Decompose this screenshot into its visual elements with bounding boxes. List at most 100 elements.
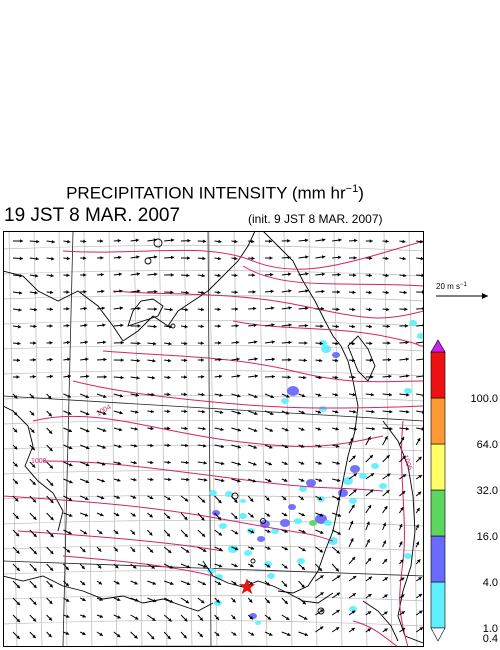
wind-arrow-head: [32, 374, 36, 379]
wind-arrow-head: [267, 529, 271, 533]
precip-cell: [306, 479, 316, 487]
wind-arrow-head: [101, 289, 105, 294]
wind-arrow-head: [85, 357, 89, 362]
wind-arrow-head: [149, 495, 154, 500]
wind-arrow-head: [351, 341, 355, 346]
wind-arrow-head: [352, 375, 356, 380]
wind-arrow-head: [101, 479, 105, 483]
wind-arrow-head: [118, 427, 123, 432]
wind-arrow-head: [85, 428, 90, 433]
isobar: [352, 620, 399, 647]
wind-arrow-head: [166, 533, 171, 537]
wind-arrow-head: [234, 256, 238, 261]
wind-arrow-head: [47, 395, 52, 399]
title-close: ): [358, 183, 364, 203]
wind-arrow-head: [369, 341, 373, 346]
wind-arrow-head: [30, 394, 35, 399]
coastline: [3, 405, 64, 532]
wind-arrow-head: [300, 444, 305, 448]
wind-arrow-head: [187, 238, 191, 243]
wind-arrow-head: [321, 272, 325, 276]
wind-arrow-head: [321, 307, 325, 311]
precip-cell: [332, 352, 340, 358]
isobar: [112, 290, 424, 319]
wind-arrow-head: [320, 324, 324, 328]
wind-arrow-head: [100, 513, 104, 517]
wind-arrow-head: [215, 616, 219, 620]
wind-arrow-head: [367, 628, 371, 632]
wind-arrow-head: [271, 340, 275, 344]
coastline: [362, 600, 399, 642]
wind-arrow-head: [48, 412, 52, 417]
wind-arrow-head: [288, 340, 292, 345]
wind-arrow-head: [234, 531, 239, 535]
wind-arrow-head: [83, 289, 87, 294]
isobar: [62, 555, 214, 577]
wind-arrow-head: [114, 564, 119, 569]
wind-arrow-head: [371, 426, 376, 431]
precip-cell: [287, 386, 299, 396]
wind-arrow-head: [16, 375, 20, 379]
wind-arrow-head: [253, 306, 257, 311]
wind-arrow-head: [67, 357, 71, 362]
wind-arrow-head: [283, 512, 288, 517]
wind-arrow-head: [232, 599, 236, 603]
wind-arrow-head: [400, 594, 405, 598]
wind-arrow-head: [170, 273, 174, 277]
precip-cell: [409, 320, 417, 326]
wind-arrow-head: [135, 238, 139, 243]
wind-arrow-head: [218, 532, 222, 536]
wind-arrow-head: [283, 478, 288, 482]
wind-arrow-head: [81, 581, 86, 586]
wind-arrow-head: [67, 374, 71, 379]
wind-arrow-head: [167, 635, 171, 640]
wind-arrow-head: [154, 307, 158, 311]
wind-arrow-head: [82, 548, 86, 553]
contour-label: 1008: [31, 458, 47, 465]
wind-arrow-head: [32, 358, 36, 362]
latitude-line: [3, 420, 424, 427]
island: [260, 518, 266, 524]
wind-arrow-head: [336, 307, 340, 312]
wind-arrow-head: [137, 324, 141, 328]
wind-arrow-head: [118, 272, 122, 277]
wind-arrow-head: [317, 393, 322, 397]
wind-arrow-head: [384, 594, 388, 598]
precip-cell: [371, 463, 379, 469]
wind-arrow-head: [300, 478, 305, 482]
major-grid-line: [207, 231, 212, 647]
wind-arrow-head: [234, 273, 238, 278]
wind-arrow-head: [18, 291, 23, 295]
wind-arrow-head: [184, 516, 188, 520]
wind-arrow-head: [184, 533, 188, 538]
wind-arrow-head: [134, 427, 138, 431]
wind-arrow-head: [234, 239, 238, 244]
wind-arrow-head: [266, 497, 270, 501]
wind-arrow-head: [132, 495, 137, 499]
wind-arrow-head: [269, 256, 273, 260]
wind-arrow-head: [117, 478, 121, 482]
wind-arrow-head: [133, 460, 137, 465]
precip-cell: [338, 489, 348, 497]
latitude-line: [3, 620, 424, 627]
wind-arrow-head: [200, 599, 205, 604]
color-legend: 0.41.0 4.0 16.0 32.0 64.0 100.0: [430, 339, 498, 645]
wind-arrow-head: [267, 616, 272, 620]
wind-arrow-head: [304, 632, 308, 637]
latitude-line: [3, 470, 424, 477]
precip-cell: [297, 558, 305, 564]
wind-arrow-head: [13, 428, 18, 433]
wind-arrow-head: [49, 465, 53, 469]
longitude-line: [158, 231, 168, 647]
wind-arrow-head: [66, 290, 70, 294]
wind-arrow-head: [401, 611, 405, 615]
wind-arrow-head: [368, 307, 372, 312]
precip-cell: [319, 406, 327, 412]
wind-arrow-head: [185, 599, 190, 604]
wind-arrow-shaft: [416, 341, 424, 344]
precip-cell: [271, 528, 279, 534]
wind-arrow-head: [334, 375, 339, 380]
wind-arrow-head: [338, 238, 342, 242]
legend-swatch: [430, 443, 446, 491]
wind-arrow-head: [388, 374, 392, 379]
